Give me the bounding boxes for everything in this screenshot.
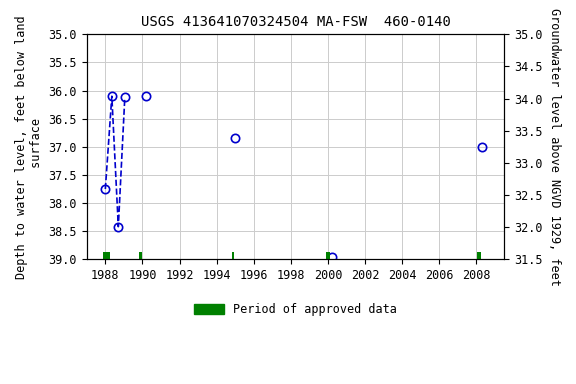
Bar — [478, 252, 480, 259]
Legend: Period of approved data: Period of approved data — [190, 298, 401, 321]
Y-axis label: Groundwater level above NGVD 1929, feet: Groundwater level above NGVD 1929, feet — [548, 8, 561, 286]
Bar — [103, 252, 111, 259]
Bar — [232, 252, 234, 259]
Y-axis label: Depth to water level, feet below land
 surface: Depth to water level, feet below land su… — [15, 15, 43, 279]
Bar — [139, 252, 142, 259]
Bar — [327, 252, 330, 259]
Title: USGS 413641070324504 MA-FSW  460-0140: USGS 413641070324504 MA-FSW 460-0140 — [141, 15, 450, 29]
